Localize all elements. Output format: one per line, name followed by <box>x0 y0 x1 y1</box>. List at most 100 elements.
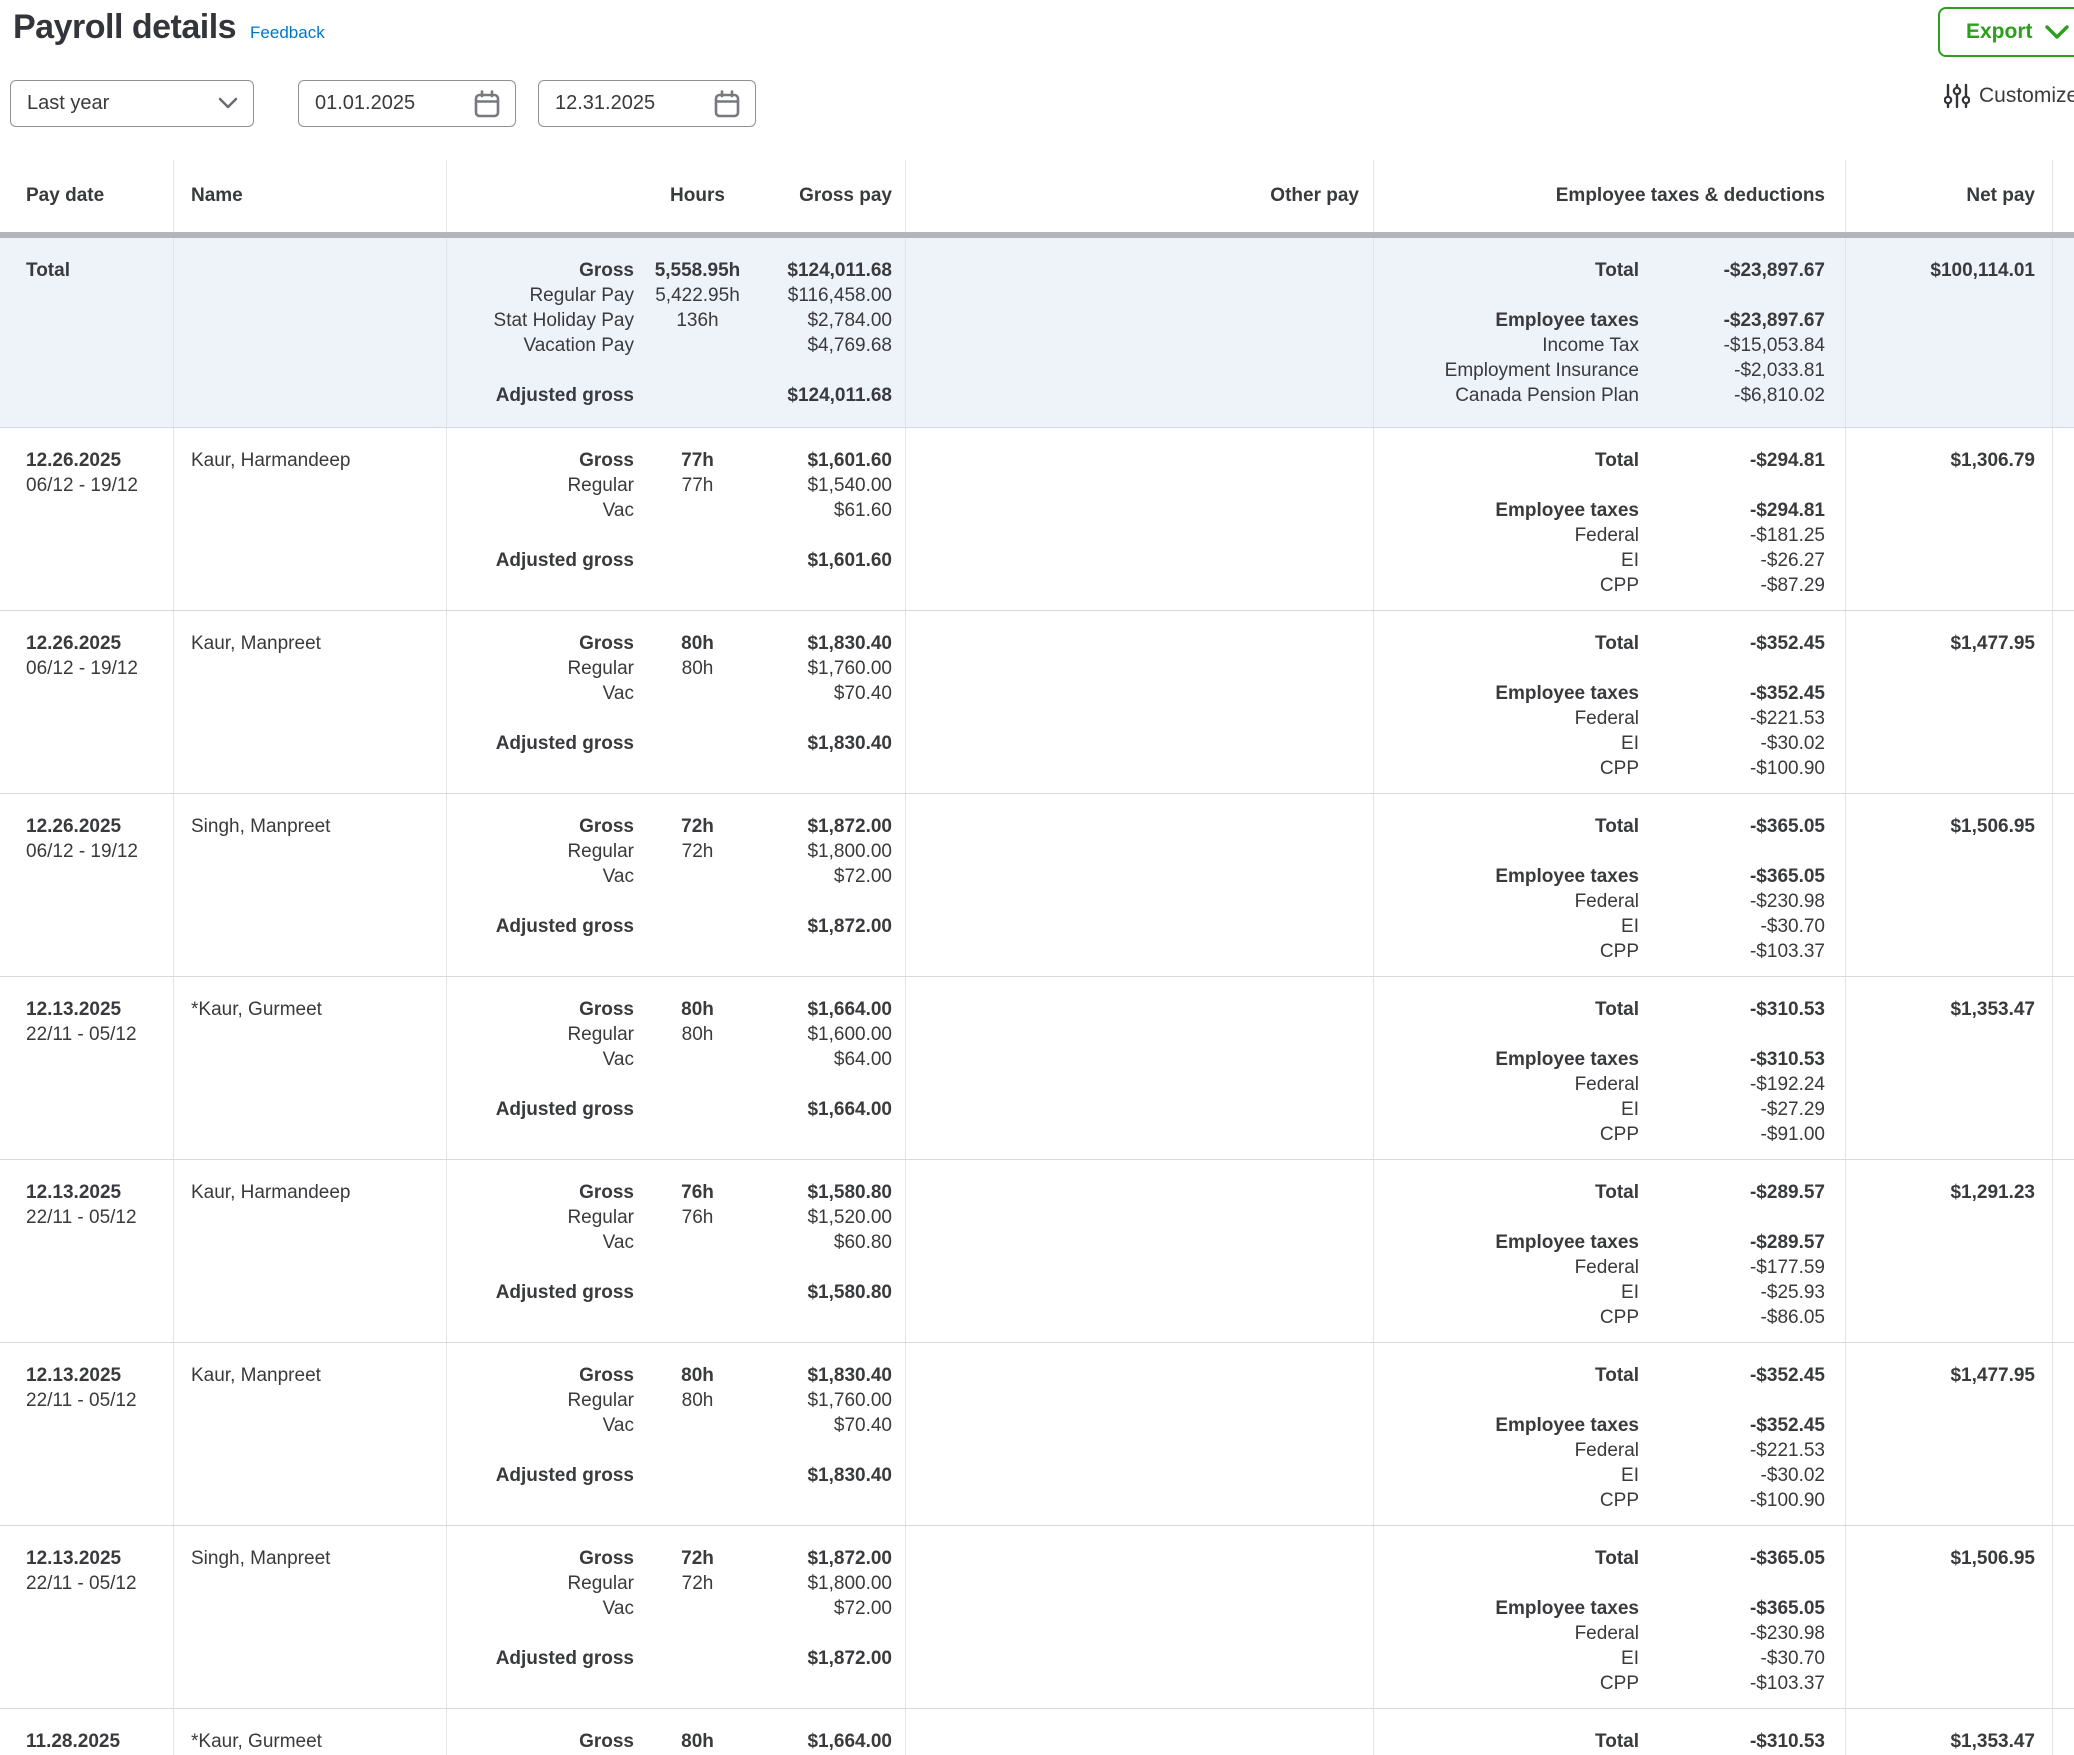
start-date-input[interactable]: 01.01.2025 <box>298 80 516 127</box>
export-label: Export <box>1966 20 2033 43</box>
net-pay-cell: $1,506.95 <box>1845 794 2052 976</box>
tax-line: CPP -$91.00 <box>1374 1122 1845 1147</box>
tax-line: Total -$352.45 <box>1374 631 1845 656</box>
pay-line-hours: 77h <box>681 450 714 471</box>
net-pay-value: $1,506.95 <box>1950 1548 2035 1569</box>
pay-line: Adjusted gross $1,872.00 <box>447 1646 905 1671</box>
tax-line-amount: -$100.90 <box>1749 1490 1825 1511</box>
chevron-down-icon <box>218 97 238 109</box>
pay-line-amount: $64.00 <box>833 1049 892 1070</box>
pay-line-amount: $1,800.00 <box>807 841 892 862</box>
employee-name: *Kaur, Gurmeet <box>191 1731 322 1752</box>
pay-date: 12.26.2025 <box>26 450 122 471</box>
tax-line: Total -$289.57 <box>1374 1180 1845 1205</box>
tax-line-label: CPP <box>1599 1673 1639 1694</box>
pay-date-cell: 12.13.2025 22/11 - 05/12 <box>0 1526 173 1708</box>
pay-line-amount: $1,580.80 <box>807 1182 892 1203</box>
pay-line-amount: $1,540.00 <box>807 475 892 496</box>
pay-line-hours: 72h <box>681 816 714 837</box>
tax-line-amount: -$294.81 <box>1749 500 1825 521</box>
tax-line-label: Employee taxes <box>1495 1049 1639 1070</box>
end-date-value: 12.31.2025 <box>555 92 656 114</box>
tax-line-label: Employee taxes <box>1495 1598 1639 1619</box>
tax-line-label: Total <box>1595 1731 1639 1752</box>
pay-date: 12.13.2025 <box>26 1365 122 1386</box>
pay-line-amount: $4,769.68 <box>807 335 892 356</box>
period-select[interactable]: Last year <box>10 80 254 127</box>
tax-line: Employee taxes -$310.53 <box>1374 1047 1845 1072</box>
overflow-sliver <box>2052 1160 2074 1342</box>
tax-line-label: EI <box>1621 733 1639 754</box>
start-date-value: 01.01.2025 <box>315 92 416 114</box>
tax-line-amount: -$25.93 <box>1760 1282 1825 1303</box>
pay-line-label: Regular <box>567 658 634 679</box>
tax-line: EI -$30.02 <box>1374 1463 1845 1488</box>
tax-line-amount: -$27.29 <box>1760 1099 1825 1120</box>
tax-line-label: EI <box>1621 550 1639 571</box>
pay-period: 22/11 - 05/12 <box>26 1390 137 1411</box>
name-cell: Kaur, Manpreet <box>173 611 446 793</box>
tax-line-label: CPP <box>1599 1307 1639 1328</box>
pay-line-label: Vac <box>602 1415 634 1436</box>
pay-date-cell: 12.26.2025 06/12 - 19/12 <box>0 611 173 793</box>
net-pay-value: $1,306.79 <box>1950 450 2035 471</box>
end-date-input[interactable]: 12.31.2025 <box>538 80 756 127</box>
table-row: 12.13.2025 22/11 - 05/12 Kaur, Harmandeep G… <box>0 1160 2074 1343</box>
tax-line: Employment Insurance -$2,033.81 <box>1374 358 1845 383</box>
feedback-link[interactable]: Feedback <box>250 23 325 42</box>
pay-line-hours: 72h <box>681 841 714 862</box>
pay-line-label: Gross <box>579 1548 634 1569</box>
tax-line: EI -$30.02 <box>1374 731 1845 756</box>
tax-line-amount: -$2,033.81 <box>1734 360 1825 381</box>
tax-line: Federal -$230.98 <box>1374 1621 1845 1646</box>
pay-line-amount: $1,830.40 <box>807 1465 892 1486</box>
pay-date: 11.28.2025 <box>26 1731 121 1752</box>
tax-line: Employee taxes -$365.05 <box>1374 864 1845 889</box>
table-header-row: Pay date Name Hours Gross pay Other pay … <box>0 160 2074 232</box>
name-cell <box>173 238 446 427</box>
pay-period: 22/11 - 05/12 <box>26 1024 137 1045</box>
pay-period: 06/12 - 19/12 <box>26 475 138 496</box>
employee-name: Kaur, Harmandeep <box>191 1182 351 1203</box>
pay-line: Gross 80h $1,664.00 <box>447 997 905 1022</box>
tax-line-label: Federal <box>1574 891 1639 912</box>
pay-line-amount: $1,830.40 <box>807 733 892 754</box>
pay-line-hours: 80h <box>681 658 714 679</box>
pay-breakdown-cell: Gross 80h $1,664.00 Regular 80h $1,600.00 Vac $… <box>446 977 905 1159</box>
pay-date: 12.13.2025 <box>26 1548 122 1569</box>
table-row: 12.26.2025 06/12 - 19/12 Kaur, Manpreet Gro… <box>0 611 2074 794</box>
pay-line: Gross 77h $1,601.60 <box>447 448 905 473</box>
pay-line-label: Vac <box>602 866 634 887</box>
tax-line-label: Employee taxes <box>1495 683 1639 704</box>
pay-period: 22/11 - 05/12 <box>26 1573 137 1594</box>
pay-line-hours <box>634 1230 761 1255</box>
net-pay-value: $1,291.23 <box>1950 1182 2035 1203</box>
pay-line: Adjusted gross $1,830.40 <box>447 1463 905 1488</box>
tax-line-label: Employee taxes <box>1495 1415 1639 1436</box>
calendar-icon <box>714 89 740 117</box>
tax-line: Federal -$221.53 <box>1374 1438 1845 1463</box>
employee-name: Kaur, Manpreet <box>191 633 321 654</box>
tax-line: EI -$27.29 <box>1374 1097 1845 1122</box>
column-header-taxes: Employee taxes & deductions <box>1373 160 1845 232</box>
tax-line-label: Federal <box>1574 1074 1639 1095</box>
pay-line-label: Adjusted gross <box>495 733 634 754</box>
tax-line-amount: -$23,897.67 <box>1723 310 1825 331</box>
tax-line-amount: -$30.02 <box>1760 1465 1825 1486</box>
tax-line-amount: -$30.70 <box>1760 1648 1825 1669</box>
taxes-cell: Total -$289.57 Employee taxes -$289.57 Feder… <box>1373 1160 1845 1342</box>
pay-line-label: Adjusted gross <box>495 1282 634 1303</box>
pay-line-amount: $72.00 <box>833 866 892 887</box>
pay-line: Vac $72.00 <box>447 1596 905 1621</box>
pay-line-label: Adjusted gross <box>495 385 634 406</box>
tax-line-label: Employee taxes <box>1495 1232 1639 1253</box>
export-button[interactable]: Export <box>1938 7 2074 57</box>
tax-line-label: Employee taxes <box>1495 310 1639 331</box>
customize-button[interactable]: Customize <box>1944 83 2074 109</box>
pay-line-hours <box>634 498 761 523</box>
pay-breakdown-cell: Gross 5,558.95h $124,011.68 Regular Pay 5,42… <box>446 238 905 427</box>
pay-line-hours: 5,422.95h <box>655 285 740 306</box>
pay-date-cell: 12.13.2025 22/11 - 05/12 <box>0 1160 173 1342</box>
pay-line-hours: 136h <box>676 310 719 331</box>
tax-line-amount: -$310.53 <box>1749 999 1825 1020</box>
